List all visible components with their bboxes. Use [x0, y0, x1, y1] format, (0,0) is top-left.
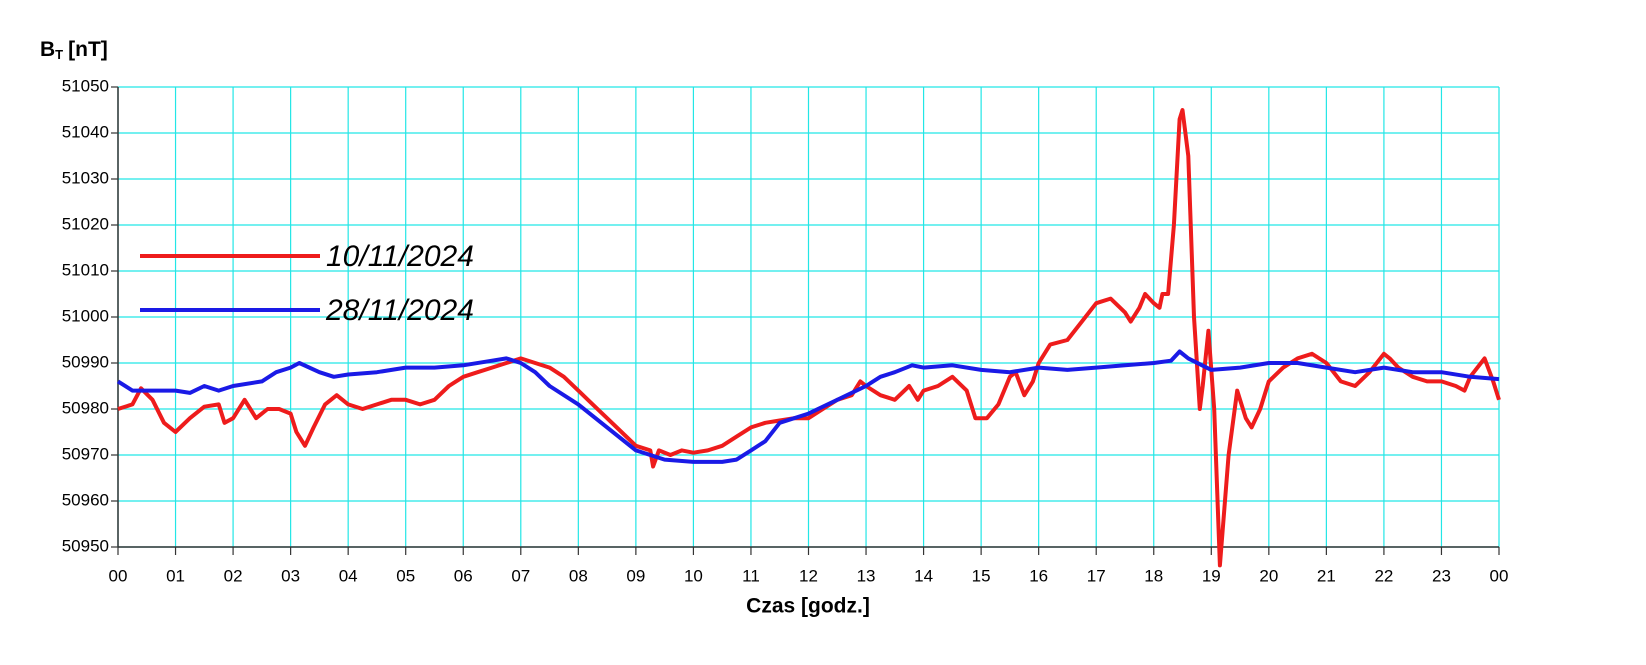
y-tick-label: 51010 — [62, 260, 109, 279]
x-tick-label: 07 — [511, 566, 530, 585]
x-tick-label: 04 — [339, 566, 358, 585]
x-tick-label: 01 — [166, 566, 185, 585]
x-tick-label: 08 — [569, 566, 588, 585]
x-tick-label: 16 — [1029, 566, 1048, 585]
y-axis-label: BT [nT] — [40, 38, 108, 63]
x-tick-label: 17 — [1087, 566, 1106, 585]
x-tick-label: 00 — [109, 566, 128, 585]
y-tick-label: 51050 — [62, 76, 109, 95]
y-tick-label: 51030 — [62, 168, 109, 187]
x-tick-label: 14 — [914, 566, 933, 585]
x-tick-label: 00 — [1490, 566, 1509, 585]
y-label-sub: T — [55, 47, 63, 62]
y-label-main: B — [40, 38, 55, 61]
y-tick-label: 51020 — [62, 214, 109, 233]
x-tick-label: 13 — [857, 566, 876, 585]
x-tick-label: 22 — [1374, 566, 1393, 585]
x-tick-label: 18 — [1144, 566, 1163, 585]
x-tick-label: 21 — [1317, 566, 1336, 585]
y-tick-label: 50970 — [62, 444, 109, 463]
x-tick-label: 06 — [454, 566, 473, 585]
y-tick-label: 50950 — [62, 536, 109, 555]
y-tick-label: 50980 — [62, 398, 109, 417]
x-tick-label: 20 — [1259, 566, 1278, 585]
data-line — [117, 108, 1501, 568]
x-tick-label: 15 — [972, 566, 991, 585]
x-tick-label: 02 — [224, 566, 243, 585]
data-line — [116, 349, 1500, 464]
legend-label: 28/11/2024 — [325, 294, 474, 327]
x-tick-label: 19 — [1202, 566, 1221, 585]
x-tick-label: 05 — [396, 566, 415, 585]
x-axis-label: Czas [godz.] — [746, 595, 870, 618]
y-tick-label: 50990 — [62, 352, 109, 371]
x-tick-label: 23 — [1432, 566, 1451, 585]
x-tick-label: 11 — [742, 566, 760, 585]
x-tick-label: 03 — [281, 566, 300, 585]
x-tick-label: 10 — [684, 566, 703, 585]
x-tick-label: 09 — [626, 566, 645, 585]
y-tick-label: 50960 — [62, 490, 109, 509]
x-tick-label: 12 — [799, 566, 818, 585]
legend-label: 10/11/2024 — [326, 240, 474, 273]
y-label-unit: [nT] — [68, 38, 108, 61]
y-tick-label: 51040 — [62, 122, 109, 141]
y-tick-label: 51000 — [62, 306, 109, 325]
